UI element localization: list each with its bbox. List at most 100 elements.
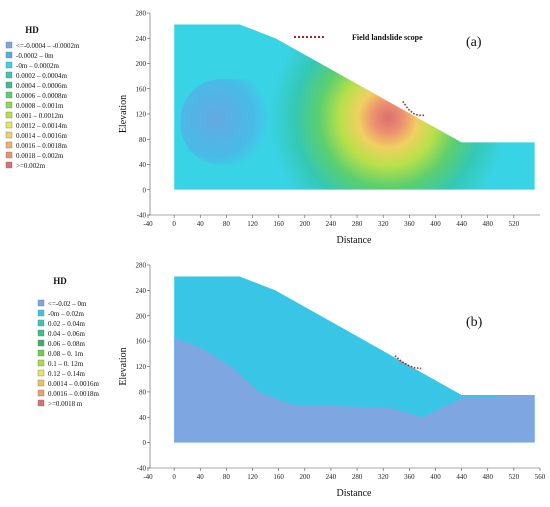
legend-entry-label: 0.0008 – 0.001m	[16, 102, 64, 110]
legend-swatch	[5, 41, 13, 49]
legend-title: HD	[53, 276, 67, 286]
legend-swatch	[37, 399, 45, 407]
legend-entry-label: 0.1 – 0. 12m	[48, 360, 84, 368]
panel-label-b: (b)	[466, 315, 483, 330]
field-landslide-legend-text: Field landslide scope	[352, 33, 423, 42]
x-tick-label: 120	[247, 220, 258, 228]
x-axis-label-a: Distance	[337, 235, 373, 246]
y-tick-label: 200	[136, 60, 147, 68]
x-tick-label: 520	[509, 473, 520, 481]
legend-entry-label: 0.0002 – 0.0004m	[16, 72, 68, 80]
legend-swatch	[5, 91, 13, 99]
x-tick-label: 360	[404, 220, 415, 228]
x-tick-label: 440	[456, 220, 467, 228]
legend-entry-label: 0.12 – 0.14m	[48, 370, 86, 378]
field-landslide-scarp-b	[394, 355, 422, 370]
legend-swatch	[37, 299, 45, 307]
x-tick-label: 440	[456, 473, 467, 481]
field-landslide-scarp-a	[402, 100, 426, 117]
y-tick-label: 120	[136, 111, 147, 119]
y-tick-label: 160	[136, 85, 147, 93]
y-tick-label: 40	[139, 414, 147, 422]
y-tick-label: 160	[136, 338, 147, 346]
y-tick-label: 40	[139, 161, 147, 169]
legend-entry-label: 0.08 – 0. 1m	[48, 350, 84, 358]
y-tick-label: 120	[136, 363, 147, 371]
y-tick-label: -40	[137, 465, 147, 473]
x-tick-label: 240	[326, 473, 337, 481]
y-tick-label: 0	[143, 439, 147, 447]
contour-field-b	[174, 276, 535, 443]
legend-entry-label: >=0.0018 m	[48, 400, 83, 408]
legend-swatch	[5, 61, 13, 69]
legend-b: HD <=-0.02 – 0m -0m – 0.02m 0.02 – 0.04m 0.0…	[37, 276, 100, 408]
legend-swatch	[5, 141, 13, 149]
x-tick-label: 200	[300, 220, 311, 228]
y-tick-label: 280	[136, 262, 147, 270]
x-tick-label: 320	[378, 473, 389, 481]
legend-entry-label: 0.0016 – 0.0018m	[16, 142, 68, 150]
legend-entry-label: -0.0002 – 0m	[16, 52, 54, 60]
x-tick-label: 200	[300, 473, 311, 481]
legend-swatch	[37, 389, 45, 397]
y-axis-label-a: Elevation	[118, 95, 129, 133]
x-tick-label: 480	[482, 220, 493, 228]
x-tick-label: 120	[247, 473, 258, 481]
legend-entry-label: 0.0014 – 0.0016m	[16, 132, 68, 140]
x-tick-label: 280	[352, 220, 363, 228]
x-tick-label: -40	[143, 473, 153, 481]
legend-swatch	[5, 71, 13, 79]
legend-swatch	[5, 131, 13, 139]
legend-swatch	[37, 349, 45, 357]
y-tick-label: 240	[136, 35, 147, 43]
x-tick-label: 40	[197, 220, 205, 228]
x-tick-label: 80	[223, 220, 231, 228]
x-ticks-b: -40 0 40 80 120 160 200 240 280 320 360 400 440 480 52…	[143, 468, 546, 481]
low-displacement-zone-a	[180, 79, 286, 165]
panel-label-a: (a)	[466, 35, 482, 50]
x-tick-label: 400	[430, 473, 441, 481]
legend-swatch	[5, 161, 13, 169]
legend-swatch	[37, 319, 45, 327]
y-tick-label: -40	[137, 212, 147, 220]
x-tick-label: 360	[404, 473, 415, 481]
x-tick-label: 400	[430, 220, 441, 228]
y-tick-label: 0	[143, 186, 147, 194]
legend-swatch	[37, 369, 45, 377]
y-ticks-a: -40 0 40 80 120 160 200 240 280	[136, 10, 150, 220]
y-axis-label-b: Elevation	[118, 347, 129, 385]
legend-swatch	[5, 151, 13, 159]
legend-entry-label: -0m – 0.02m	[48, 310, 85, 318]
legend-entry-label: >=0.002m	[16, 162, 46, 170]
y-tick-label: 80	[139, 388, 147, 396]
x-tick-label: 280	[352, 473, 363, 481]
y-tick-label: 240	[136, 287, 147, 295]
low-displacement-zone-b	[174, 338, 535, 443]
legend-entry-label: 0.0014 – 0.0016m	[48, 380, 100, 388]
legend-swatch	[5, 81, 13, 89]
panel-a: HD <=-0.0004 – -0.0002m -0.0002 – 0m -0m – …	[5, 10, 540, 246]
legend-swatch	[5, 51, 13, 59]
x-axis-label-b: Distance	[337, 488, 373, 499]
legend-entry-label: <=-0.0004 – -0.0002m	[16, 42, 80, 50]
x-tick-label: 80	[223, 473, 231, 481]
legend-swatch	[5, 121, 13, 129]
legend-entry-label: 0.0012 – 0.0014m	[16, 122, 68, 130]
y-tick-label: 80	[139, 136, 147, 144]
x-tick-label: 0	[172, 220, 176, 228]
legend-swatch	[37, 309, 45, 317]
legend-entry-label: 0.0006 – 0.0008m	[16, 92, 68, 100]
x-tick-label: 560	[535, 473, 546, 481]
y-tick-label: 200	[136, 312, 147, 320]
legend-swatch	[5, 101, 13, 109]
legend-entry-label: 0.001 – 0.0012m	[16, 112, 64, 120]
legend-entry-label: 0.04 – 0.06m	[48, 330, 86, 338]
x-tick-label: 0	[172, 473, 176, 481]
x-tick-label: 240	[326, 220, 337, 228]
panel-b: HD <=-0.02 – 0m -0m – 0.02m 0.02 – 0.04m 0.0…	[37, 262, 546, 499]
x-tick-label: -40	[143, 220, 153, 228]
legend-entry-label: 0.06 – 0.08m	[48, 340, 86, 348]
legend-swatch	[37, 329, 45, 337]
x-tick-label: 40	[197, 473, 205, 481]
